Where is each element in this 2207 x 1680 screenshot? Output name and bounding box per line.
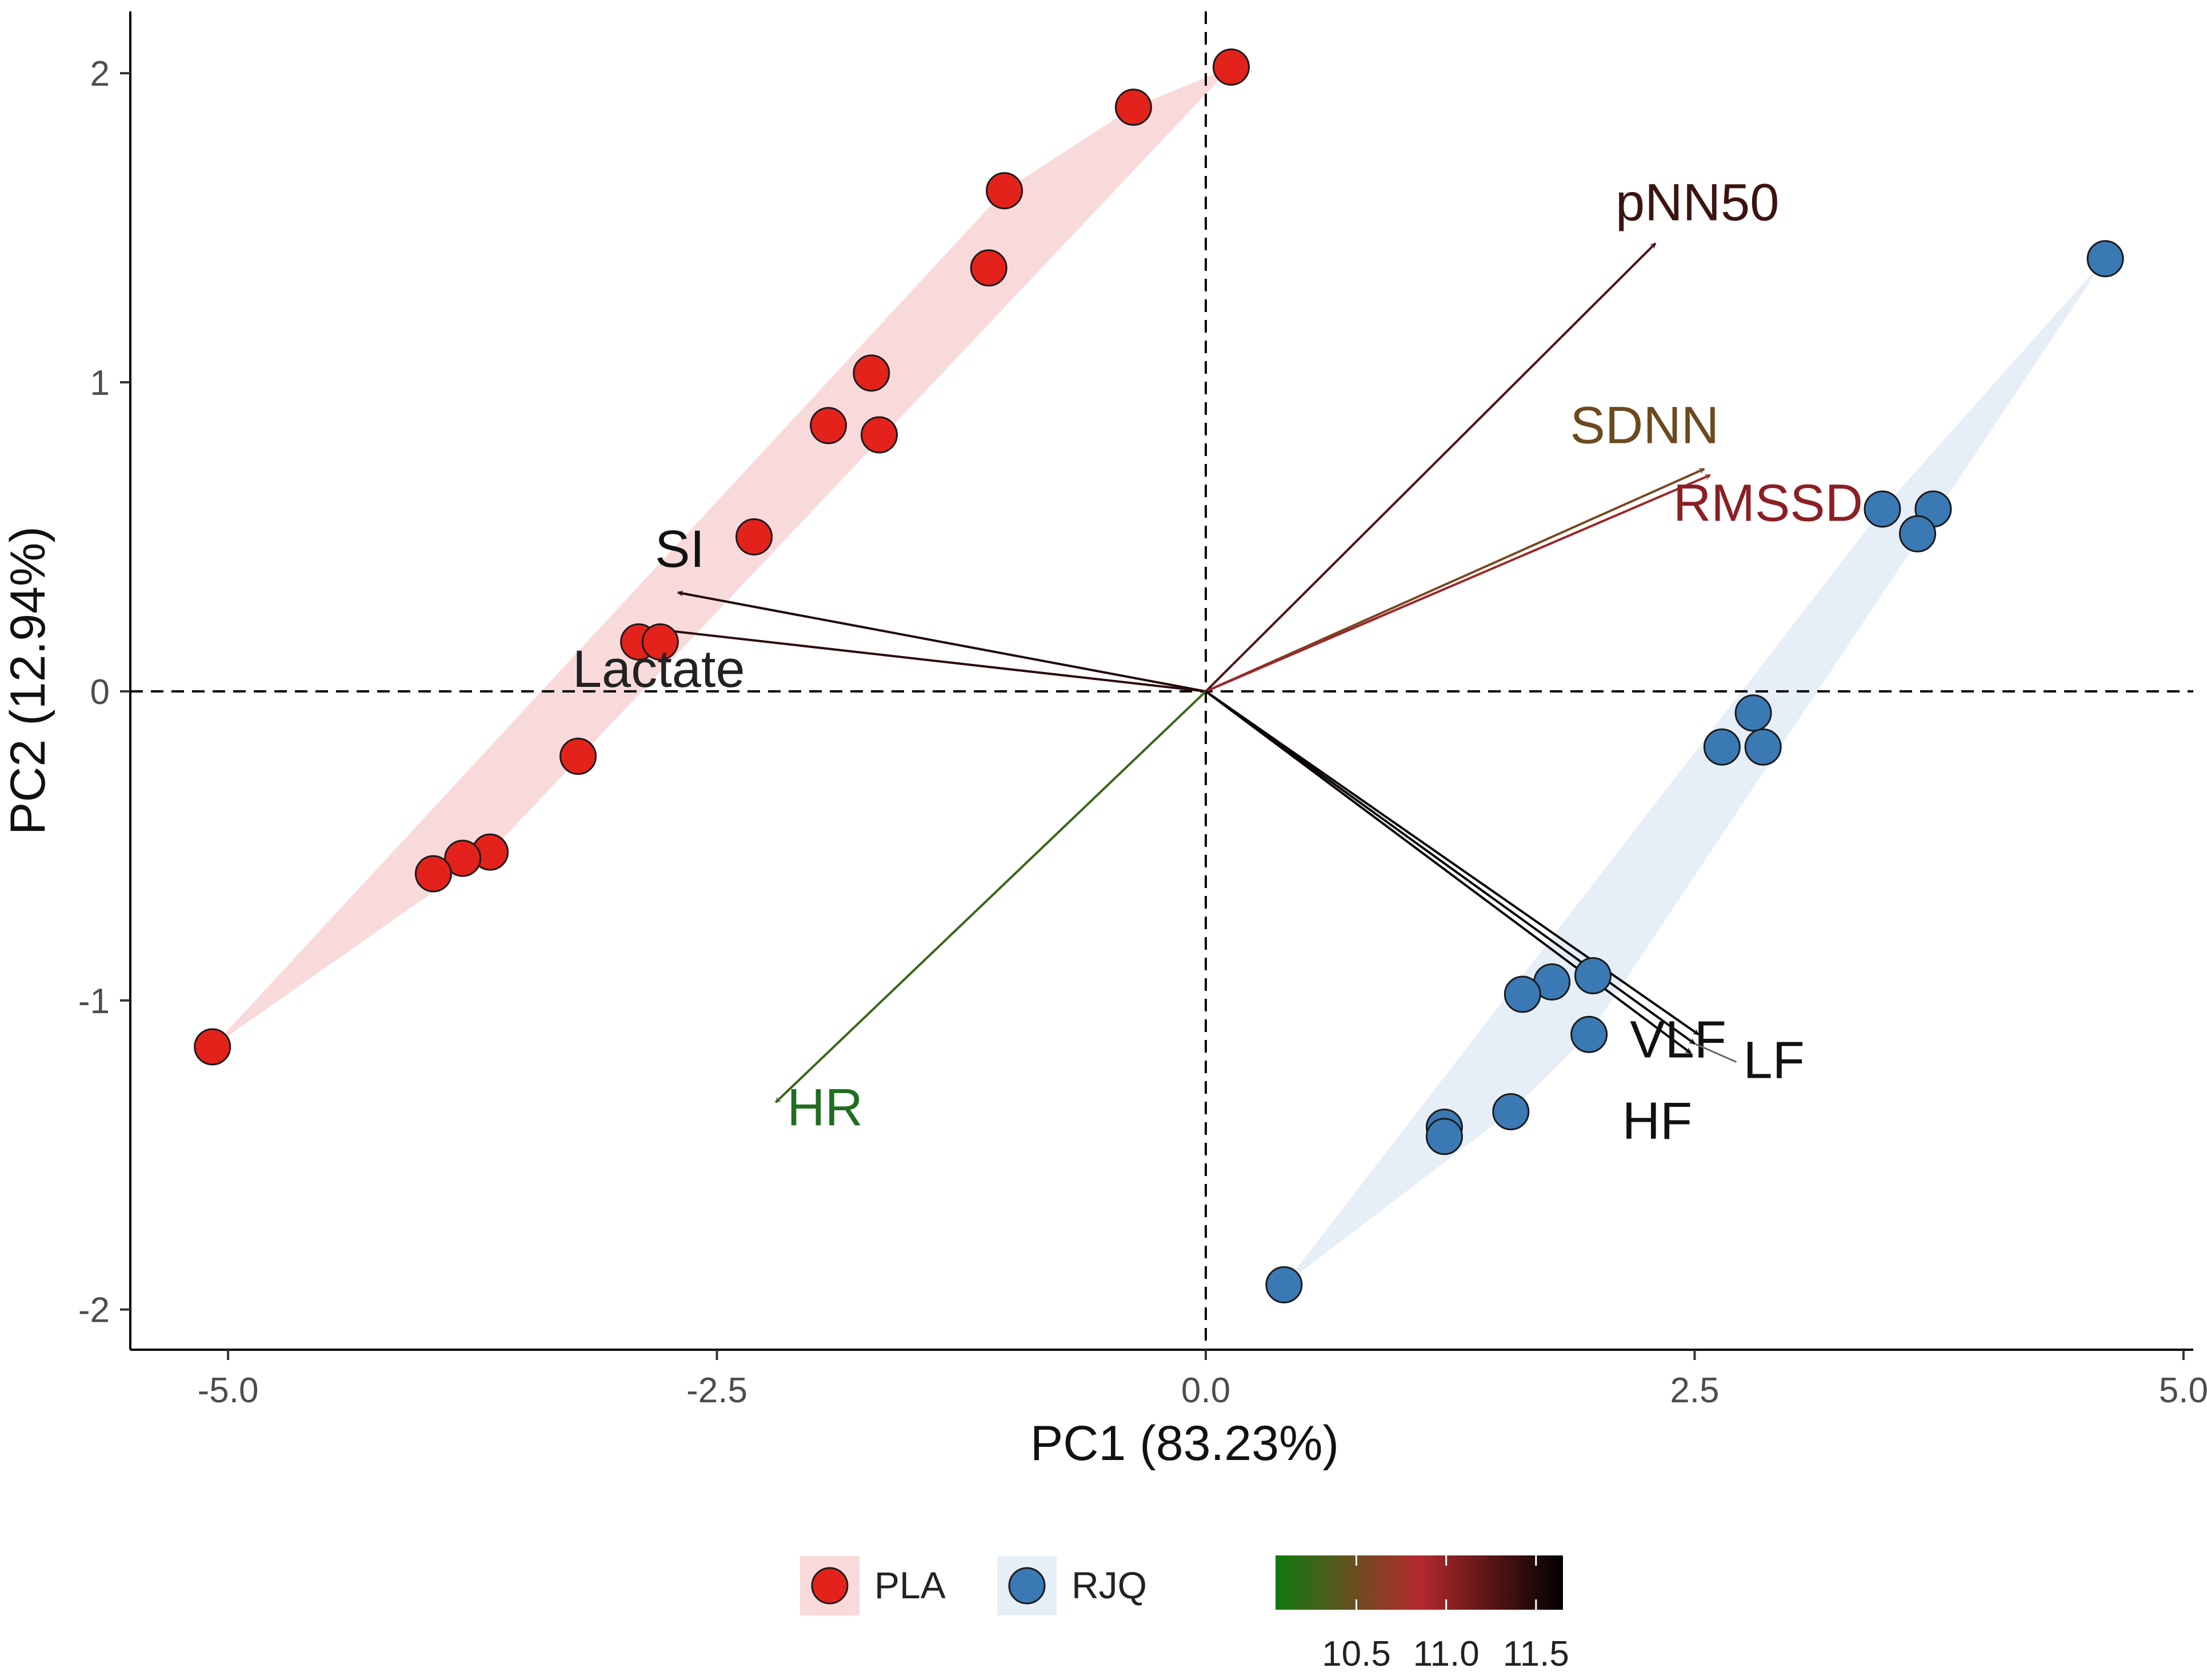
leader-line-lf <box>1694 1043 1737 1063</box>
data-point-rjq[interactable] <box>1899 515 1937 553</box>
data-point-pla[interactable] <box>861 416 898 454</box>
loading-label-sdnn: SDNN <box>1570 396 1720 454</box>
x-tick-label: 5.0 <box>2159 1371 2207 1410</box>
data-point-rjq[interactable] <box>1570 1015 1608 1053</box>
data-point-rjq[interactable] <box>1744 728 1782 766</box>
loading-label-lf: LF <box>1743 1031 1804 1090</box>
data-point-rjq[interactable] <box>1425 1118 1463 1155</box>
loading-arrow-lactate <box>658 630 1206 693</box>
loading-arrow-pnn50 <box>1205 242 1657 693</box>
x-tick-label: 0.0 <box>1181 1371 1230 1410</box>
data-point-pla[interactable] <box>1212 48 1250 86</box>
data-point-rjq[interactable] <box>2086 240 2124 278</box>
loading-arrow-lf <box>1205 690 1694 1045</box>
loading-label-hf: HF <box>1622 1092 1693 1150</box>
legend-swatch-pla <box>811 1567 849 1605</box>
x-tick-label: -2.5 <box>686 1371 747 1410</box>
y-tick-label: -2 <box>78 1291 110 1330</box>
loading-label-rmssd: RMSSD <box>1673 474 1863 532</box>
data-point-pla[interactable] <box>853 354 890 392</box>
data-point-rjq[interactable] <box>1574 957 1612 995</box>
loading-label-lactate: Lactate <box>573 640 745 698</box>
hull-rjq <box>1284 258 2105 1285</box>
data-point-pla[interactable] <box>194 1028 231 1066</box>
data-point-pla[interactable] <box>444 839 482 877</box>
y-tick-label: 2 <box>90 54 110 94</box>
legend-label-pla: PLA <box>874 1564 946 1606</box>
loading-arrow-rmssd <box>1205 474 1710 693</box>
colorbar-tick-label: 11.5 <box>1503 1634 1569 1674</box>
colorbar <box>1276 1555 1563 1610</box>
loading-label-pnn50: pNN50 <box>1616 174 1779 232</box>
data-point-pla[interactable] <box>559 738 597 775</box>
y-tick-label: 0 <box>90 673 110 712</box>
data-point-rjq[interactable] <box>1492 1093 1530 1131</box>
y-tick-label: -1 <box>78 982 110 1021</box>
data-point-pla[interactable] <box>810 407 847 445</box>
loading-label-vlf: VLF <box>1630 1010 1726 1069</box>
data-point-pla[interactable] <box>986 172 1023 210</box>
loading-arrow-hf <box>1205 690 1691 1054</box>
data-point-pla[interactable] <box>414 855 452 893</box>
loading-label-si: SI <box>655 520 705 578</box>
loading-arrow-hr <box>774 690 1207 1103</box>
data-points <box>194 48 2124 1303</box>
reference-lines <box>130 11 2193 1350</box>
loading-arrow-si <box>678 593 1206 693</box>
data-point-pla[interactable] <box>735 518 773 555</box>
y-axis-title: PC2 (12.94%) <box>1 526 55 835</box>
group-hulls <box>212 67 2105 1285</box>
x-tick-label: 2.5 <box>1670 1371 1719 1410</box>
data-point-pla[interactable] <box>970 249 1007 287</box>
axes: -5.0 -2.5 0.0 2.5 5.0 -2 -1 0 1 2 PC1 (83.23%) PC2 … <box>1 11 2207 1471</box>
legend-swatch-rjq <box>1008 1567 1046 1605</box>
colorbar-tick-label: 10.5 <box>1322 1634 1391 1674</box>
legend: PLA RJQ 10.5 11.0 11.5 <box>800 1555 1569 1674</box>
loading-arrow-sdnn <box>1205 467 1705 693</box>
loading-label-hr: HR <box>787 1078 863 1137</box>
x-axis-title: PC1 (83.23%) <box>1030 1416 1339 1471</box>
loading-arrows <box>658 242 1710 1103</box>
loading-arrow-vlf <box>1205 690 1698 1035</box>
hull-pla <box>212 67 1232 1047</box>
data-point-rjq[interactable] <box>1864 490 1901 528</box>
y-tick-label: 1 <box>90 363 110 403</box>
data-point-pla[interactable] <box>1114 89 1152 126</box>
x-tick-label: -5.0 <box>198 1371 259 1410</box>
loading-labels: pNN50 SDNN RMSSD SI Lactate HR VLF LF HF <box>573 174 1863 1150</box>
data-point-rjq[interactable] <box>1504 975 1541 1013</box>
colorbar-tick-label: 11.0 <box>1413 1634 1480 1674</box>
legend-label-rjq: RJQ <box>1071 1564 1147 1606</box>
data-point-rjq[interactable] <box>1734 694 1772 732</box>
data-point-rjq[interactable] <box>1703 728 1741 766</box>
data-point-rjq[interactable] <box>1265 1266 1303 1303</box>
data-point-pla[interactable] <box>641 623 679 661</box>
